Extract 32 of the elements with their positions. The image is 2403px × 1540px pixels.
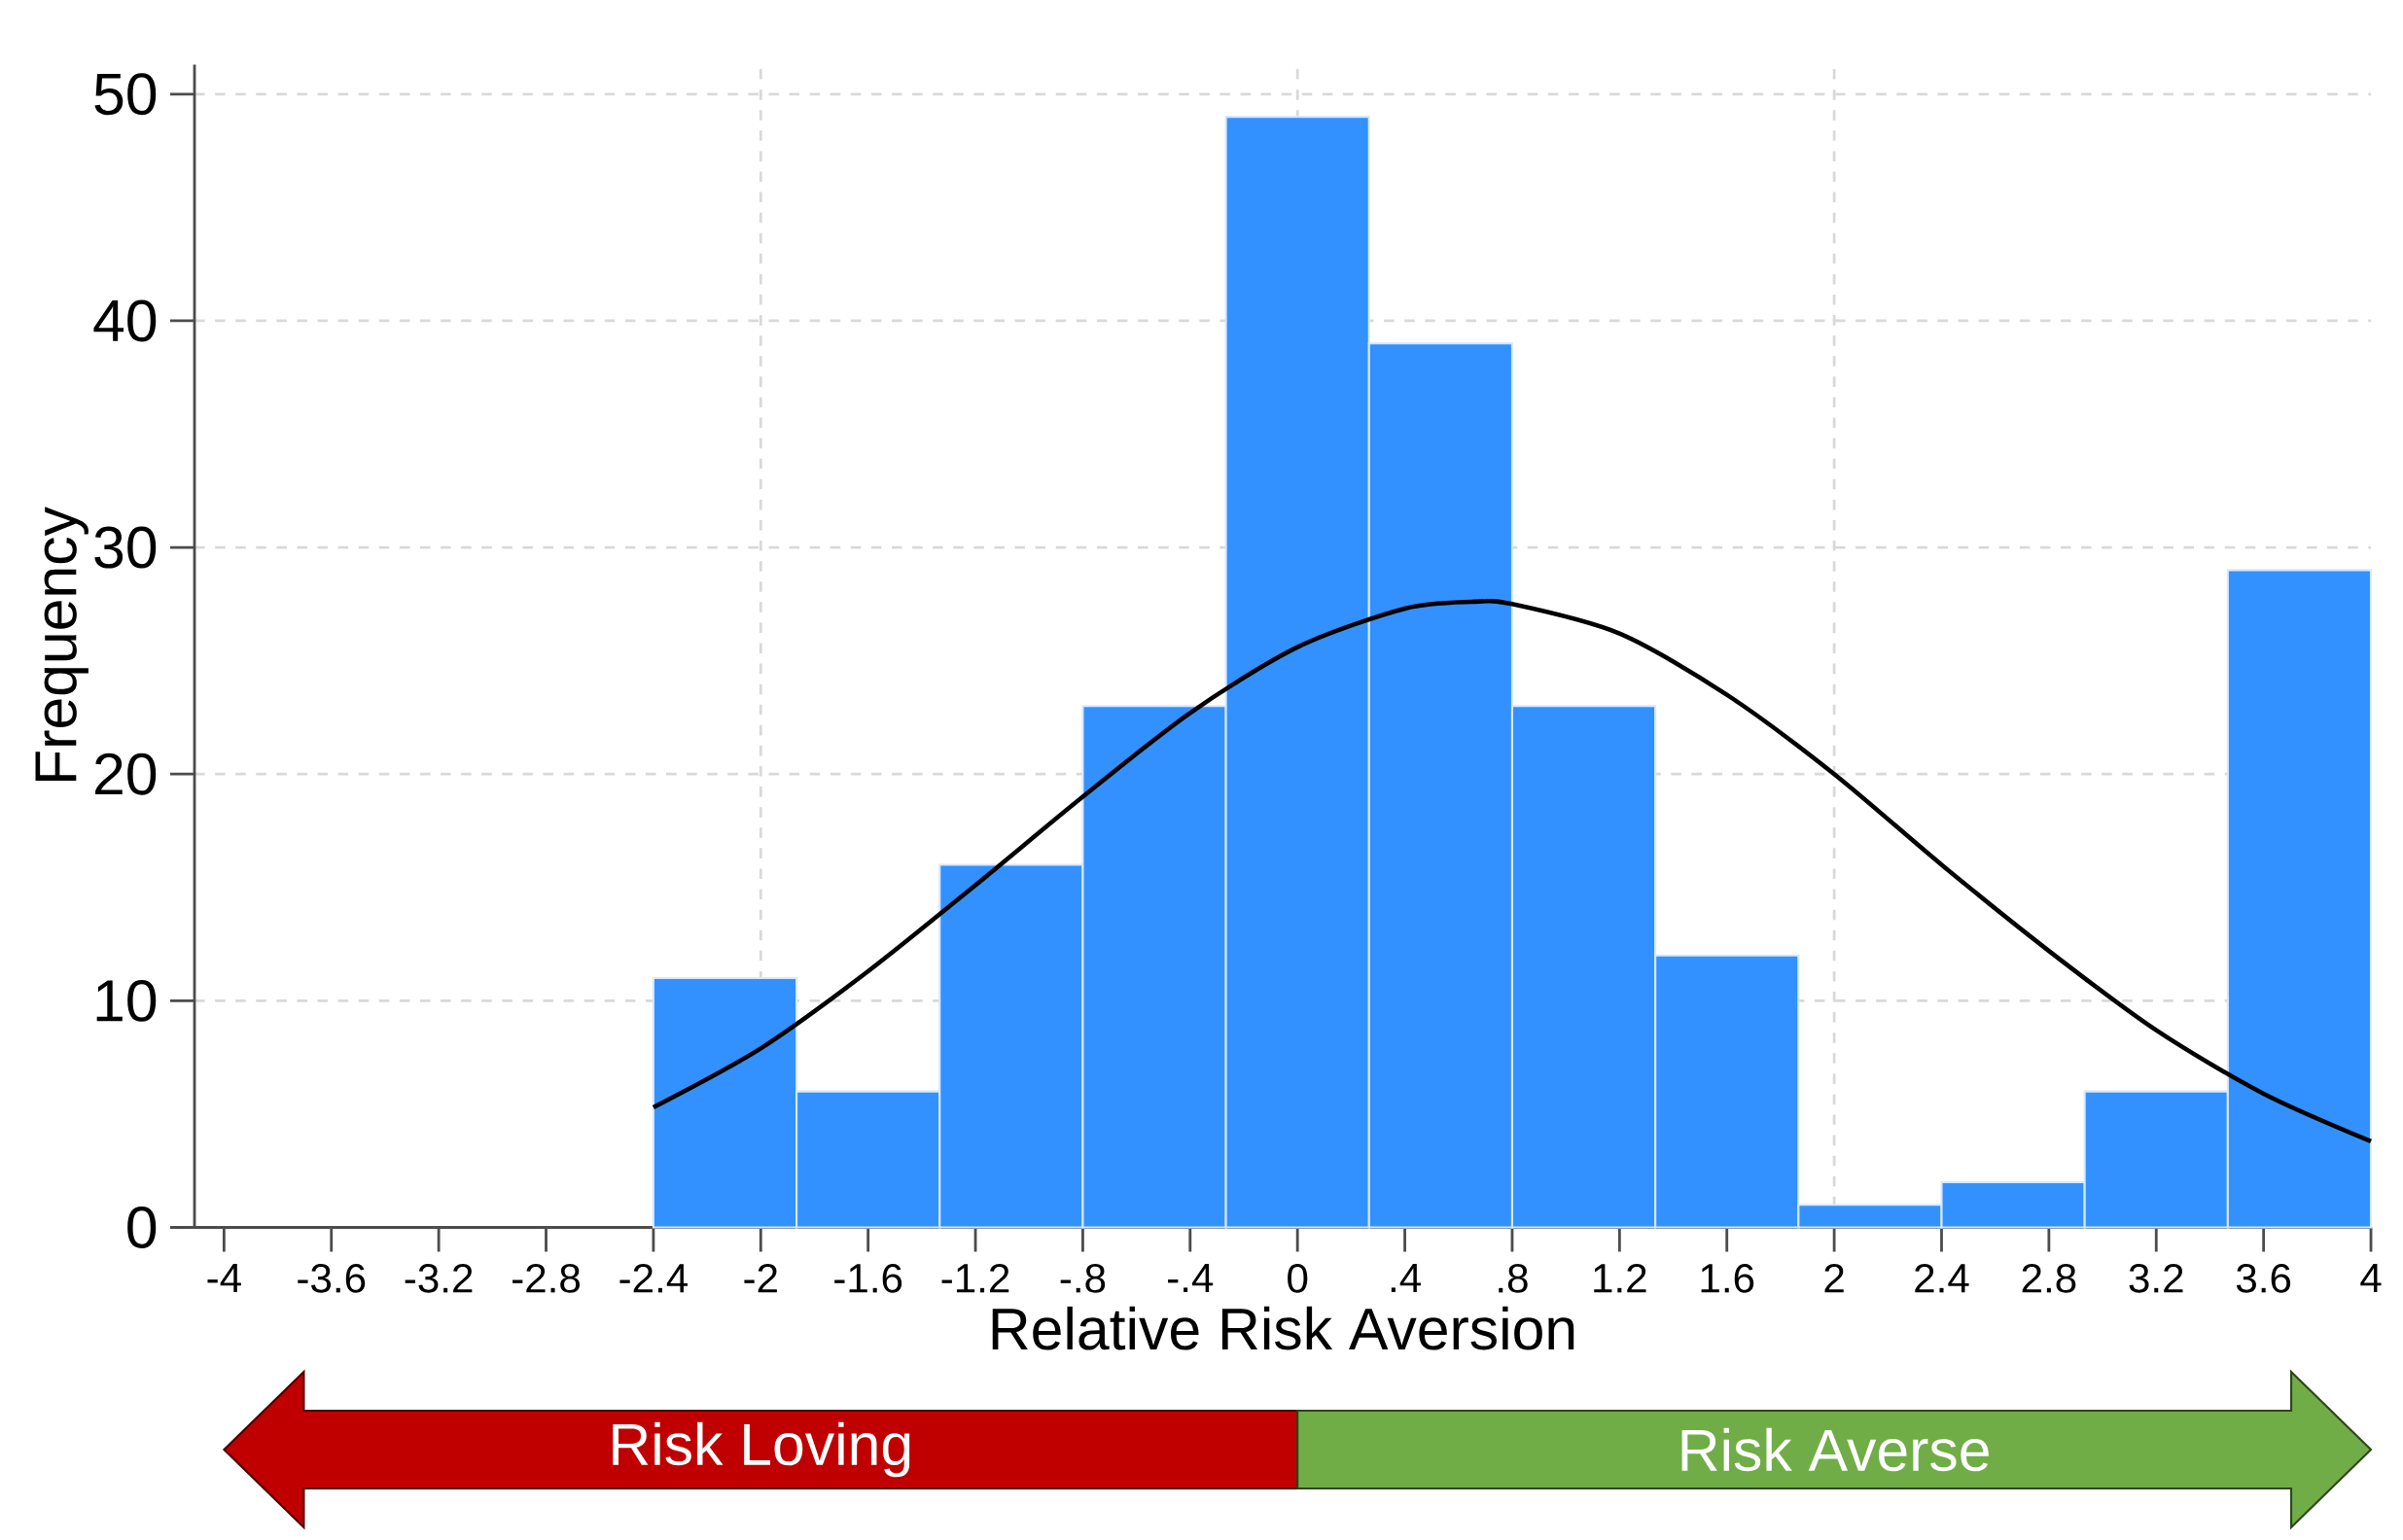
y-tick-label: 20 [95, 752, 157, 795]
x-tick-label: 1.6 [1701, 1263, 1754, 1293]
x-tick-label: -1.6 [834, 1263, 902, 1293]
x-tick-label: -3.2 [405, 1263, 473, 1293]
text: Risk Averse [1681, 1427, 1989, 1472]
x-tick-label: -2.4 [619, 1263, 688, 1293]
y-tick-label: 30 [94, 526, 157, 569]
x-tick-label: 0 [1288, 1263, 1308, 1293]
x-axis-title: Relative Risk Aversion [992, 1306, 1574, 1350]
x-tick-label: .4 [1391, 1263, 1421, 1292]
x-tick-label: 3.2 [2129, 1263, 2183, 1293]
x-tick-label: -.4 [1168, 1263, 1214, 1292]
line-series [651, 599, 2374, 1144]
x-tick-label: -2.8 [512, 1263, 580, 1293]
x-tick-label: .8 [1499, 1263, 1528, 1293]
x-tick-label: -2 [744, 1263, 777, 1293]
y-tick-label: 10 [96, 979, 157, 1022]
x-tick-label: -.8 [1060, 1263, 1106, 1293]
x-tick-label: 2.4 [1915, 1263, 1969, 1293]
x-tick-label: -1.2 [941, 1263, 1009, 1293]
x-tick-label: 4 [2360, 1263, 2382, 1292]
y-tick-label: 40 [93, 299, 157, 342]
text: Risk Loving [613, 1421, 910, 1478]
y-axis-title: Frequency [35, 507, 88, 781]
x-tick-label: 1.2 [1594, 1263, 1646, 1293]
x-tick-label: -3.6 [298, 1263, 366, 1293]
x-tick-label: 2 [1824, 1263, 1844, 1293]
x-tick-label: 2.8 [2022, 1263, 2076, 1293]
y-tick-label: 50 [94, 73, 157, 116]
x-tick-label: 3.6 [2236, 1263, 2291, 1293]
x-tick-label: -4 [207, 1263, 241, 1292]
y-tick-label: 0 [127, 1207, 157, 1249]
